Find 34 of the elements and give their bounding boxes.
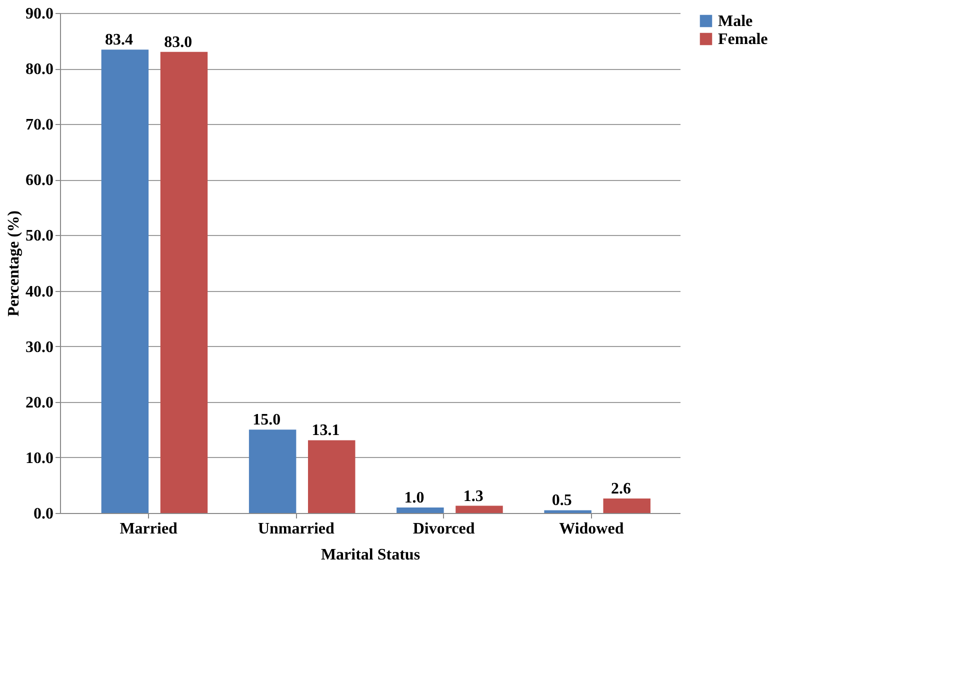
bar — [396, 507, 444, 513]
bar — [456, 506, 503, 513]
y-tick-label: 90.0 — [26, 6, 54, 22]
data-label: 13.1 — [312, 422, 340, 440]
y-tick-label: 50.0 — [26, 228, 54, 245]
data-label: 2.6 — [610, 480, 631, 498]
y-tick-label: 0.0 — [34, 506, 54, 522]
x-tick-label: Unmarried — [258, 520, 335, 538]
bar — [248, 430, 296, 513]
legend-label: Male — [718, 13, 753, 30]
bar — [101, 50, 149, 513]
y-tick-label: 20.0 — [26, 394, 54, 412]
y-tick-label: 70.0 — [26, 116, 54, 134]
data-label: 1.0 — [404, 489, 424, 506]
data-label: 83.0 — [164, 34, 192, 51]
y-tick-label: 60.0 — [26, 172, 54, 190]
data-label: 1.3 — [463, 488, 484, 505]
x-tick-label: Divorced — [412, 520, 475, 538]
x-tick-label: Married — [120, 520, 178, 538]
x-tick-label: Widowed — [559, 520, 624, 538]
data-label: 83.4 — [105, 32, 134, 49]
y-tick-label: 40.0 — [26, 283, 54, 300]
y-tick-label: 80.0 — [26, 61, 54, 78]
y-tick-label: 10.0 — [26, 450, 54, 467]
y-tick-label: 30.0 — [26, 338, 54, 356]
bar — [160, 52, 208, 513]
x-axis-title: Marital Status — [320, 546, 420, 564]
data-label: 0.5 — [552, 492, 572, 510]
data-label: 15.0 — [252, 412, 281, 429]
bar — [544, 510, 592, 513]
legend-label: Female — [718, 31, 768, 48]
bar — [603, 498, 650, 513]
bar — [308, 440, 356, 513]
y-axis-title: Percentage (%) — [6, 210, 22, 316]
